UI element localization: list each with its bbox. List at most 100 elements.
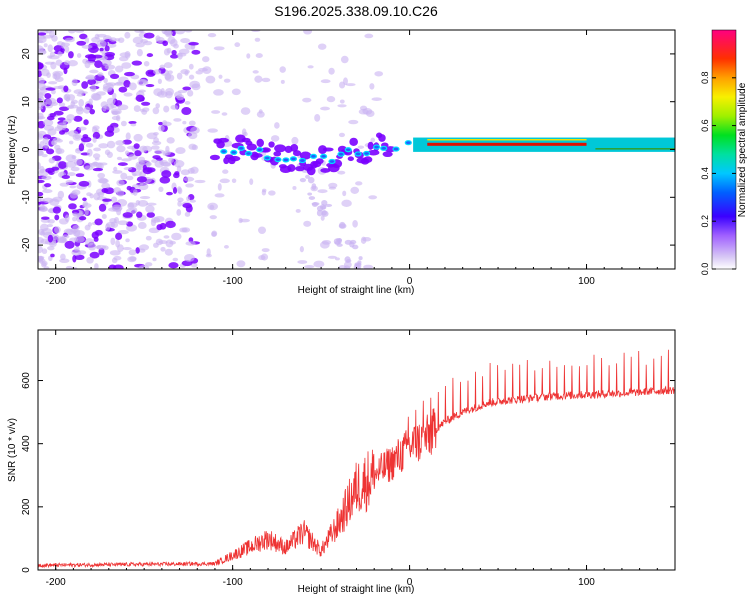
spectrogram-noise-blob bbox=[165, 239, 174, 248]
spectrogram-noise-blob bbox=[185, 241, 196, 246]
spectrogram-y-tick-label: 0 bbox=[21, 146, 32, 152]
spectrogram-noise-blob bbox=[180, 38, 191, 44]
spectrogram-noise-blob bbox=[81, 44, 93, 49]
spectrogram-noise-blob bbox=[40, 68, 50, 77]
spectrogram-signal-blob bbox=[347, 156, 354, 162]
spectrogram-noise-blob bbox=[188, 237, 194, 243]
snr-x-tick-label: 100 bbox=[578, 577, 595, 588]
spectrogram-noise-blob bbox=[291, 136, 299, 145]
spectrogram-noise-blob bbox=[307, 192, 313, 196]
spectrogram-noise-blob bbox=[47, 223, 54, 228]
spectrogram-noise-blob bbox=[139, 108, 145, 112]
spectrogram-noise-blob bbox=[68, 30, 76, 34]
spectrogram-noise-blob bbox=[217, 183, 222, 191]
spectrogram-noise-blob bbox=[102, 198, 112, 202]
spectrogram-noise-blob bbox=[163, 62, 173, 69]
spectrogram-noise-blob bbox=[328, 182, 338, 189]
spectrogram-noise-blob bbox=[339, 99, 345, 104]
spectrogram-noise-blob bbox=[121, 62, 132, 69]
spectrogram-noise-blob bbox=[172, 257, 179, 262]
spectrogram-signal-blob bbox=[216, 141, 225, 149]
spectrogram-noise-blob bbox=[87, 61, 96, 65]
spectrogram-noise-blob bbox=[38, 191, 44, 197]
spectrogram-noise-blob bbox=[187, 89, 194, 97]
spectrogram-signal-blob bbox=[292, 150, 302, 157]
spectrogram-noise-blob bbox=[72, 255, 77, 263]
spectrogram-signal-core bbox=[344, 147, 352, 153]
spectrogram-y-tick-label: -20 bbox=[21, 237, 32, 252]
spectrogram-noise-blob bbox=[74, 30, 85, 33]
spectrogram-noise-blob bbox=[99, 47, 104, 52]
spectrogram-noise-blob bbox=[189, 199, 196, 203]
spectrogram-noise-blob bbox=[57, 190, 65, 199]
spectrogram-noise-blob bbox=[97, 33, 107, 38]
spectrogram-signal-core bbox=[362, 150, 371, 157]
spectrogram-noise-blob bbox=[92, 125, 100, 130]
spectrogram-noise-blob bbox=[205, 75, 216, 84]
spectrogram-signal-blob bbox=[367, 149, 380, 156]
spectrogram-noise-blob bbox=[118, 86, 128, 93]
spectrogram-noise-blob bbox=[112, 264, 124, 269]
spectrogram-noise-blob bbox=[170, 54, 179, 59]
spectrogram-noise-blob bbox=[64, 37, 75, 43]
spectrogram-noise-blob bbox=[321, 200, 328, 206]
spectrogram-signal-blob bbox=[318, 145, 327, 155]
spectrogram-noise-blob bbox=[86, 148, 93, 157]
spectrogram-noise-blob bbox=[44, 183, 52, 188]
spectrogram-noise-blob bbox=[122, 247, 132, 251]
spectrogram-noise-blob bbox=[75, 106, 84, 115]
spectrogram-noise-blob bbox=[46, 148, 55, 155]
spectrogram-noise-blob bbox=[73, 158, 83, 166]
spectrogram-noise-blob bbox=[139, 196, 151, 200]
snr-series-line bbox=[38, 349, 675, 569]
spectrogram-noise-blob bbox=[316, 205, 324, 212]
colorbar-gradient bbox=[711, 29, 737, 270]
spectrogram-noise-blob bbox=[172, 187, 178, 194]
spectrogram-noise-blob bbox=[258, 109, 263, 114]
spectrogram-noise-blob bbox=[152, 69, 162, 75]
spectrogram-noise-blob bbox=[88, 98, 93, 105]
spectrogram-signal-core bbox=[337, 151, 345, 157]
spectrogram-noise-blob bbox=[327, 255, 337, 259]
snr-x-ticks: -200 -100 0 100 bbox=[37, 330, 676, 588]
spectrogram-noise-blob bbox=[68, 140, 74, 145]
spectrogram-noise-blob bbox=[132, 36, 144, 44]
spectrogram-noise-blob bbox=[132, 189, 138, 196]
spectrogram-noise-blob bbox=[163, 235, 170, 239]
spectrogram-signal-blob bbox=[382, 151, 393, 158]
spectrogram-x-ticks: -200 -100 0 100 bbox=[37, 30, 676, 287]
spectrogram-noise-blob bbox=[39, 140, 45, 149]
spectrogram-signal-blob bbox=[290, 144, 299, 152]
spectrogram-noise-blob bbox=[54, 214, 60, 221]
spectrogram-noise-blob bbox=[156, 224, 163, 231]
spectrogram-noise-blob bbox=[177, 187, 183, 195]
spectrogram-noise-blob bbox=[44, 92, 52, 99]
spectrogram-noise-blob bbox=[78, 126, 87, 131]
spectrogram-noise-blob bbox=[41, 248, 48, 255]
spectrogram-noise-blob bbox=[77, 250, 87, 255]
spectrogram-noise-blob bbox=[115, 140, 125, 146]
spectrogram-noise-blob bbox=[142, 40, 153, 46]
spectrogram-noise-blob bbox=[38, 48, 47, 55]
spectrogram-noise-blob bbox=[167, 36, 176, 44]
spectrogram-noise-blob bbox=[72, 212, 79, 217]
spectrogram-noise-blob bbox=[191, 49, 201, 55]
spectrogram-noise-blob bbox=[303, 220, 312, 227]
spectrogram-noise-blob bbox=[355, 181, 363, 186]
spectrogram-noise-blob bbox=[43, 119, 54, 127]
spectrogram-noise-blob bbox=[337, 238, 342, 244]
spectrogram-noise-blob bbox=[168, 262, 179, 269]
spectrogram-noise-blob bbox=[42, 34, 54, 39]
colorbar-tick-label: 0.4 bbox=[700, 167, 710, 180]
spectrogram-noise-blob bbox=[97, 177, 108, 184]
spectrogram-noise-blob bbox=[341, 199, 352, 208]
spectrogram-noise-blob bbox=[78, 216, 87, 221]
spectrogram-noise-blob bbox=[47, 234, 54, 243]
spectrogram-noise-blob bbox=[38, 95, 45, 102]
spectrogram-noise-blob bbox=[78, 91, 88, 95]
spectrogram-noise-blob bbox=[143, 32, 155, 39]
spectrogram-signal-core bbox=[354, 151, 362, 157]
spectrogram-noise-blob bbox=[209, 215, 217, 220]
snr-frame bbox=[37, 329, 676, 571]
spectrogram-noise-blob bbox=[63, 60, 71, 66]
